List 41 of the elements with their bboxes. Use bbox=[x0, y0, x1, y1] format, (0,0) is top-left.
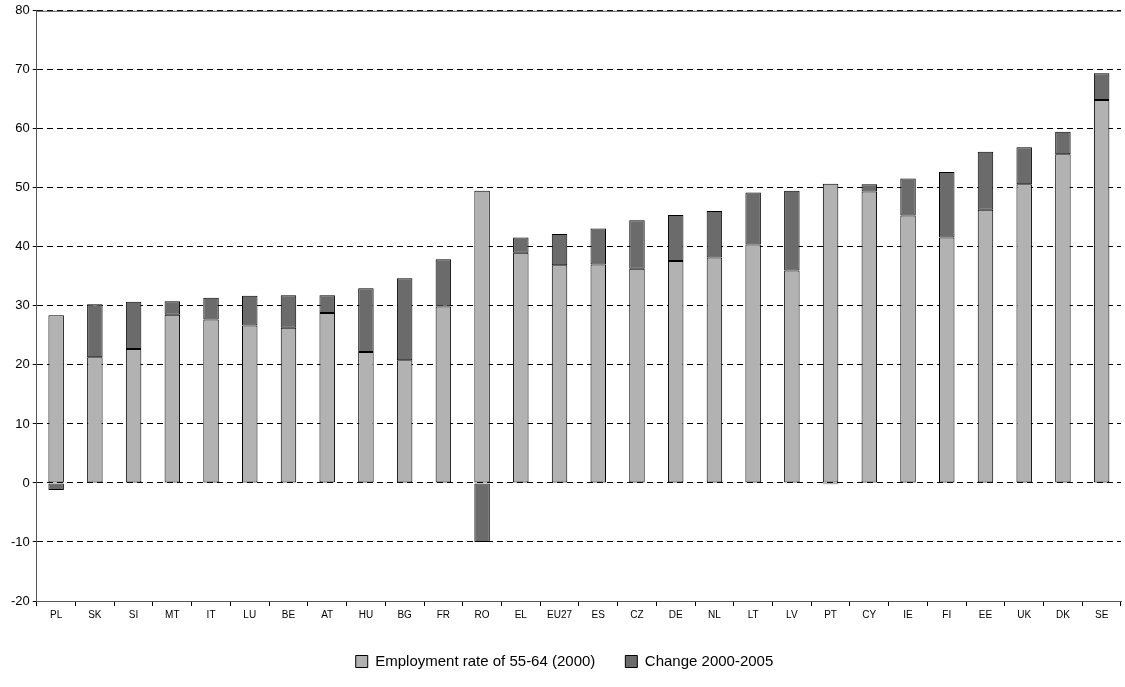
x-tick-label: SE bbox=[1094, 608, 1109, 620]
x-tick-label: AT bbox=[321, 608, 334, 620]
x-tick-label: SI bbox=[128, 608, 139, 620]
y-tick-label: 50 bbox=[15, 179, 30, 195]
y-tick-label: 40 bbox=[15, 238, 30, 254]
y-tick-label: 60 bbox=[15, 120, 30, 136]
x-tick-label: FR bbox=[436, 608, 451, 620]
y-tick-label: 30 bbox=[15, 297, 30, 313]
x-tick-label: PL bbox=[50, 608, 63, 620]
y-tick-label: 70 bbox=[15, 61, 30, 77]
x-tick-label: FI bbox=[942, 608, 952, 620]
x-tick-label: HU bbox=[358, 608, 374, 620]
x-tick-label: ES bbox=[591, 608, 606, 620]
x-tick-label: DE bbox=[668, 608, 683, 620]
x-tick-label: DK bbox=[1055, 608, 1071, 620]
x-tick-label: LU bbox=[243, 608, 257, 620]
x-tick-label: RO bbox=[474, 608, 490, 620]
x-tick-label: EL bbox=[514, 608, 528, 620]
x-tick-label: NL bbox=[708, 608, 722, 620]
x-tick-label: LT bbox=[747, 608, 759, 620]
x-tick-label: UK bbox=[1017, 608, 1032, 620]
x-tick-label: EU27 bbox=[547, 608, 573, 620]
y-tick-label: 20 bbox=[15, 356, 30, 372]
y-tick-label: -10 bbox=[10, 533, 30, 549]
x-tick-label: PT bbox=[824, 608, 837, 620]
y-tick-label: 80 bbox=[15, 2, 30, 18]
x-tick-label: MT bbox=[165, 608, 180, 620]
legend-label: Change 2000-2005 bbox=[644, 651, 774, 669]
y-tick-label: -20 bbox=[10, 592, 30, 608]
x-tick-label: EE bbox=[978, 608, 993, 620]
x-tick-label: IT bbox=[206, 608, 216, 620]
x-tick-label: LV bbox=[786, 608, 798, 620]
x-tick-label: IE bbox=[903, 608, 914, 620]
legend-label: Employment rate of 55-64 (2000) bbox=[375, 651, 596, 669]
x-tick-label: CY bbox=[862, 608, 877, 620]
y-tick-label: 10 bbox=[15, 415, 30, 431]
x-tick-label: SK bbox=[88, 608, 102, 620]
y-tick-label: 0 bbox=[22, 474, 30, 490]
x-tick-label: BE bbox=[281, 608, 296, 620]
x-tick-label: CZ bbox=[630, 608, 644, 620]
x-tick-label: BG bbox=[397, 608, 413, 620]
